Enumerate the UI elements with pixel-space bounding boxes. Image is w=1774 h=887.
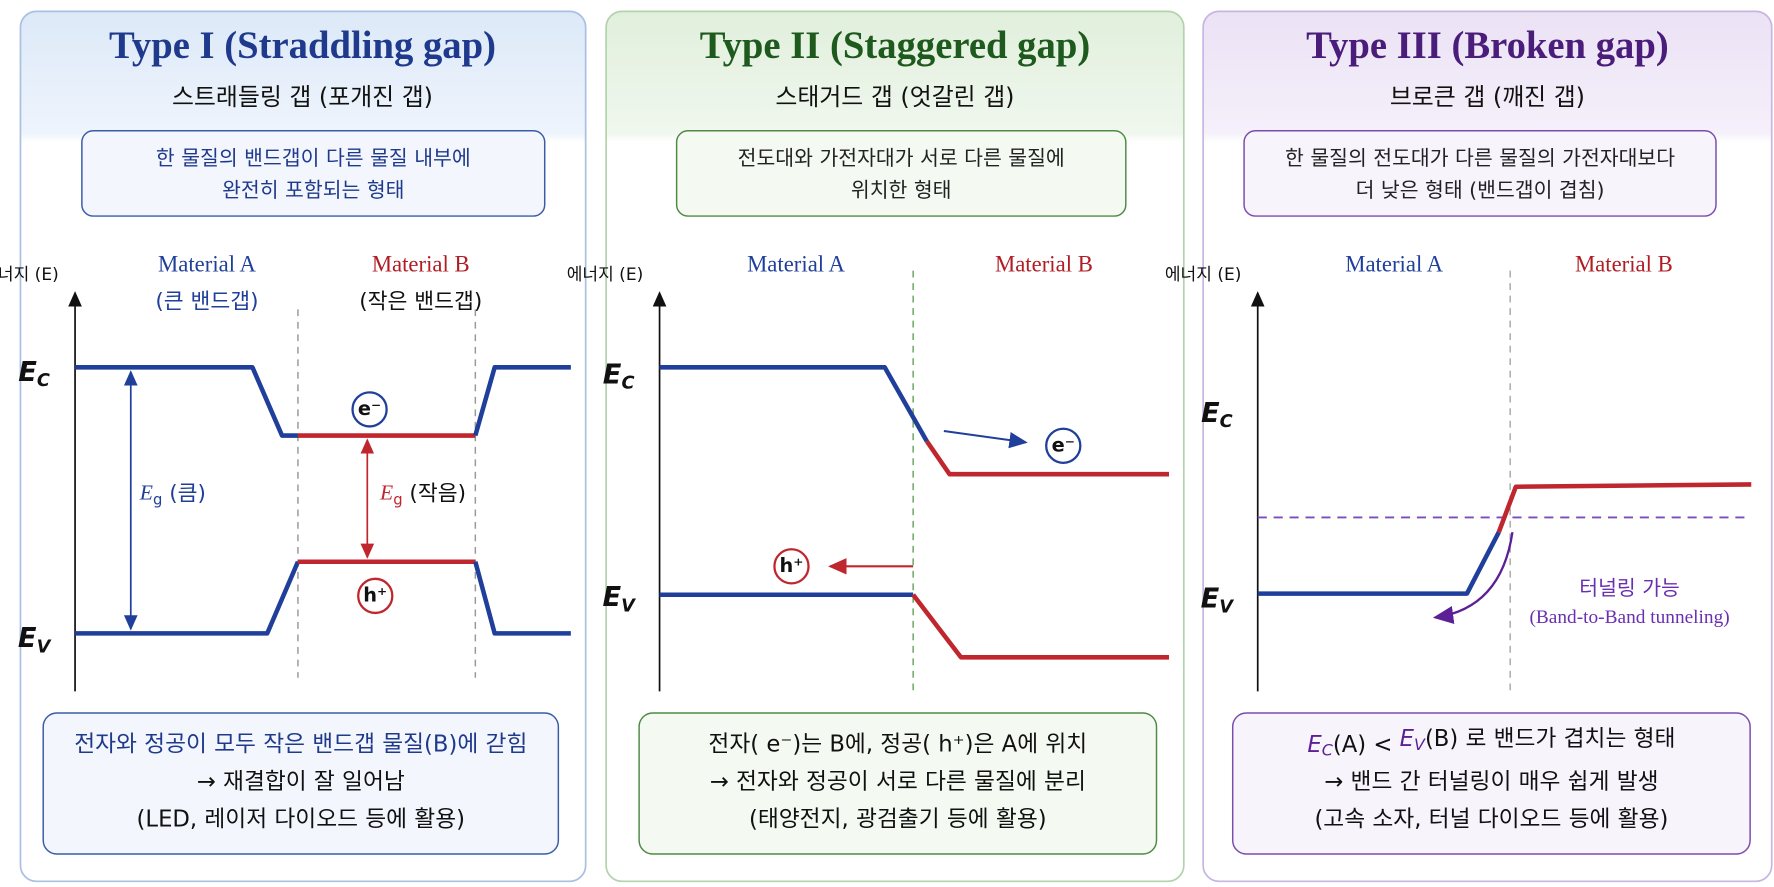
summary-box (1231, 712, 1751, 855)
subscript: C (37, 371, 50, 391)
description-box (1243, 130, 1717, 217)
description-line: 한 물질의 밴드갭이 다른 물질 내부에 (156, 146, 471, 170)
symbol: E (379, 481, 393, 505)
summary-condition-part: E (1307, 731, 1322, 757)
symbol: E (139, 481, 153, 505)
panel-subtitle: 브로큰 갭 (깨진 갭) (1390, 83, 1585, 111)
electron-arrow (943, 429, 1028, 449)
description-line: 전도대와 가전자대가 서로 다른 물질에 (738, 146, 1065, 170)
panel-subtitle: 스트래들링 갭 (포개진 갭) (172, 83, 433, 111)
hole-label-circle (773, 548, 810, 585)
valence-band-b (911, 593, 1170, 660)
conduction-band-a (659, 365, 929, 443)
description-line: 더 낮은 형태 (밴드갭이 겹침) (1356, 178, 1605, 202)
description-line: 위치한 형태 (851, 178, 952, 202)
valence-band-label: EV (18, 623, 52, 658)
summary-line: → 재결합이 잘 일어남 (197, 769, 405, 795)
conduction-band-a (473, 365, 571, 437)
subscript: V (37, 637, 52, 657)
panel (1202, 10, 1773, 883)
material-b-label: Material B (995, 251, 1093, 276)
electron-label-circle (351, 391, 388, 428)
tunneling-label: 터널링 가능 (1579, 576, 1680, 600)
summary-condition-part: C (1322, 740, 1334, 759)
panel-title: Type II (Staggered gap) (700, 25, 1091, 67)
electron-label: e⁻ (358, 397, 381, 420)
valence-band-a (75, 560, 301, 636)
panel-subtitle: 스태거드 갭 (엇갈린 갭) (775, 83, 1014, 111)
summary-box (638, 712, 1158, 855)
electron-label: e⁻ (1052, 433, 1075, 456)
note: (큼) (169, 482, 206, 507)
summary-condition: EC(A) < EV(B) 로 밴드가 겹치는 형태 (1307, 726, 1675, 759)
conduction-band-label: EC (603, 359, 635, 394)
description-line: 한 물질의 전도대가 다른 물질의 가전자대보다 (1285, 146, 1675, 170)
summary-line: → 전자와 정공이 서로 다른 물질에 분리 (710, 769, 1086, 795)
subscript: V (621, 596, 636, 616)
note: (작음) (409, 482, 466, 507)
material-b-note: (작은 밴드갭) (359, 289, 482, 314)
summary-condition-part: (B) 로 밴드가 겹치는 형태 (1425, 726, 1675, 752)
hole-label-circle (357, 577, 394, 615)
panel-title: Type III (Broken gap) (1306, 25, 1669, 67)
symbol: E (602, 582, 621, 613)
conduction-band-b (1496, 482, 1752, 533)
panel-title: Type I (Straddling gap) (109, 25, 496, 67)
summary-line: (고속 소자, 터널 다이오드 등에 활용) (1314, 806, 1668, 832)
material-a-label: Material A (1345, 251, 1443, 276)
subscript: g (153, 491, 162, 508)
symbol: E (1201, 397, 1220, 428)
valence-band-a (473, 561, 571, 636)
conduction-band-b (924, 439, 1170, 477)
description-box (81, 130, 546, 217)
summary-condition-part: V (1414, 734, 1426, 753)
axis-label: 에너지 (E) (0, 265, 59, 285)
conduction-band-label: EC (1201, 397, 1233, 432)
material-a-label: Material A (158, 251, 256, 276)
symbol: E (18, 356, 37, 387)
material-a-note: (큰 밴드갭) (155, 289, 258, 314)
panel (605, 10, 1185, 883)
summary-line: 전자( e⁻)는 B에, 정공( h⁺)은 A에 위치 (708, 731, 1087, 757)
summary-condition-part: (A) < (1333, 731, 1400, 757)
material-a-label: Material A (747, 251, 845, 276)
gap-label: Eg (작음) (379, 481, 466, 509)
panel (19, 10, 587, 883)
tunneling-label: (Band-to-Band tunneling) (1529, 607, 1729, 628)
electron-label-circle (1045, 427, 1082, 464)
valence-band-a (1257, 531, 1501, 596)
summary-line: → 밴드 간 터널링이 매우 쉽게 발생 (1324, 769, 1658, 795)
subscript: V (1219, 597, 1234, 617)
symbol: E (1201, 583, 1220, 614)
description-box (675, 130, 1127, 217)
gap-label: Eg (큼) (139, 481, 206, 509)
summary-condition-part: E (1400, 726, 1415, 752)
symbol: E (18, 623, 37, 654)
subscript: C (621, 373, 634, 393)
summary-box (42, 712, 560, 855)
subscript: C (1220, 412, 1233, 432)
symbol: E (603, 359, 622, 390)
material-b-label: Material B (372, 251, 470, 276)
summary-line: (LED, 레이저 다이오드 등에 활용) (137, 806, 465, 832)
summary-line: 전자와 정공이 모두 작은 밴드갭 물질(B)에 갇힘 (74, 731, 527, 757)
hole-label: h⁺ (779, 554, 803, 577)
valence-band-label: EV (602, 582, 636, 617)
valence-band-label: EV (1201, 583, 1235, 618)
tunneling-arrow (1432, 532, 1514, 625)
summary-line: (태양전지, 광검출기 등에 활용) (749, 806, 1047, 832)
axis-label: 에너지 (E) (567, 265, 644, 285)
conduction-band-label: EC (18, 356, 50, 391)
axis-label: 에너지 (E) (1165, 265, 1242, 285)
hole-label: h⁺ (363, 583, 387, 606)
subscript: g (393, 491, 402, 508)
material-b-label: Material B (1575, 251, 1673, 276)
description-line: 완전히 포함되는 형태 (222, 178, 404, 202)
conduction-band-a (75, 365, 298, 438)
